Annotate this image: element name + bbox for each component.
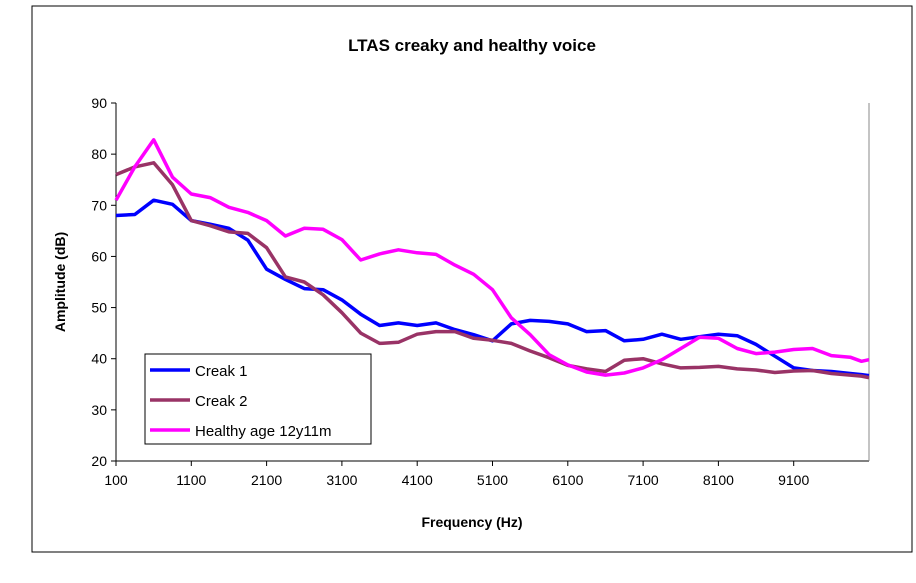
x-tick-label: 6100 [552, 472, 583, 488]
x-tick-label: 2100 [251, 472, 282, 488]
x-tick-label: 3100 [326, 472, 357, 488]
y-tick-label: 60 [91, 248, 107, 264]
x-axis-label: Frequency (Hz) [421, 514, 522, 530]
y-tick-label: 20 [91, 453, 107, 469]
x-tick-label: 1100 [176, 472, 206, 488]
chart-border [31, 5, 913, 553]
y-tick-label: 30 [91, 402, 107, 418]
chart-title: LTAS creaky and healthy voice [348, 36, 596, 55]
y-tick-label: 40 [91, 351, 107, 367]
series-line-1 [115, 198, 870, 378]
x-tick-label: 4100 [402, 472, 433, 488]
y-tick-label: 90 [91, 95, 107, 111]
legend-label: Healthy age 12y11m [195, 423, 331, 440]
legend-label: Creak 2 [195, 393, 248, 410]
series-line-2 [115, 161, 870, 380]
y-tick-label: 80 [91, 146, 107, 162]
y-tick-label: 70 [91, 197, 107, 213]
legend: Creak 1 Creak 2 Healthy age 12y11m [144, 353, 372, 445]
x-tick-label: 100 [104, 472, 128, 488]
series-line-3 [114, 138, 870, 377]
y-tick-label: 50 [91, 300, 107, 316]
x-tick-label: 7100 [628, 472, 659, 488]
legend-label: Creak 1 [195, 363, 248, 380]
x-tick-label: 5100 [477, 472, 508, 488]
y-axis-label: Amplitude (dB) [52, 232, 68, 332]
x-tick-label: 9100 [778, 472, 809, 488]
x-tick-label: 8100 [703, 472, 734, 488]
